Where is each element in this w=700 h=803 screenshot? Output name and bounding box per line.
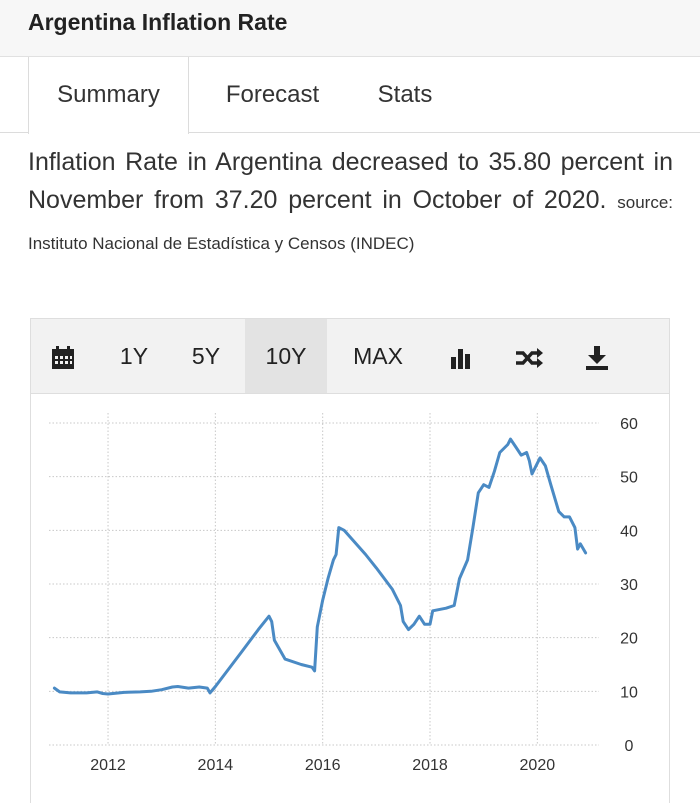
x-axis: 2012 2014 2016 2018 2020 xyxy=(90,757,555,774)
page-header: Argentina Inflation Rate xyxy=(0,0,700,57)
y-axis: 0 10 20 30 40 50 60 xyxy=(620,416,638,755)
y-tick-label: 0 xyxy=(625,738,634,755)
x-tick-label: 2012 xyxy=(90,757,126,774)
calendar-icon[interactable] xyxy=(31,319,95,393)
y-tick-label: 40 xyxy=(620,523,638,540)
shuffle-icon[interactable] xyxy=(501,319,557,393)
y-tick-label: 20 xyxy=(620,631,638,648)
x-tick-label: 2016 xyxy=(305,757,341,774)
chart-toolbar: 1Y 5Y 10Y MAX xyxy=(30,318,670,394)
summary-description: Inflation Rate in Argentina decreased to… xyxy=(28,143,673,263)
range-5y-button[interactable]: 5Y xyxy=(191,343,221,369)
tab-forecast[interactable]: Forecast xyxy=(225,81,320,108)
range-1y-button[interactable]: 1Y xyxy=(119,343,149,369)
range-max-button[interactable]: MAX xyxy=(353,343,403,369)
y-tick-label: 10 xyxy=(620,684,638,701)
source-note: source: Instituto Nacional de Estadístic… xyxy=(28,193,673,253)
y-tick-label: 60 xyxy=(620,416,638,433)
summary-text: Inflation Rate in Argentina decreased to… xyxy=(28,148,673,214)
bar-chart-icon[interactable] xyxy=(433,319,489,393)
download-icon[interactable] xyxy=(569,319,625,393)
x-tick-label: 2020 xyxy=(520,757,556,774)
page-title: Argentina Inflation Rate xyxy=(28,9,288,35)
series-line xyxy=(52,437,588,696)
tab-bar: Summary Forecast Stats xyxy=(0,57,700,134)
tab-stats[interactable]: Stats xyxy=(377,81,433,108)
y-tick-label: 30 xyxy=(620,577,638,594)
inflation-line-chart: 0 10 20 30 40 50 60 2012 2014 2016 2018 2020 xyxy=(49,413,638,774)
chart-gridlines xyxy=(49,413,599,746)
y-tick-label: 50 xyxy=(620,470,638,487)
chart-area: 0 10 20 30 40 50 60 2012 2014 2016 2018 2020 xyxy=(30,393,670,803)
x-tick-label: 2014 xyxy=(198,757,234,774)
x-tick-label: 2018 xyxy=(412,757,448,774)
tab-summary[interactable]: Summary xyxy=(28,57,189,134)
range-10y-button[interactable]: 10Y xyxy=(245,319,327,393)
